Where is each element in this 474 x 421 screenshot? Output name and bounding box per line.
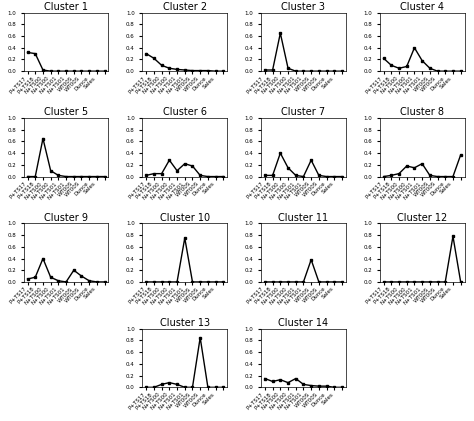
Title: Cluster 1: Cluster 1 xyxy=(44,2,88,12)
Title: Cluster 7: Cluster 7 xyxy=(282,107,326,117)
Title: Cluster 14: Cluster 14 xyxy=(278,318,328,328)
Title: Cluster 2: Cluster 2 xyxy=(163,2,207,12)
Title: Cluster 12: Cluster 12 xyxy=(397,213,447,223)
Title: Cluster 13: Cluster 13 xyxy=(160,318,210,328)
Title: Cluster 4: Cluster 4 xyxy=(400,2,444,12)
Title: Cluster 6: Cluster 6 xyxy=(163,107,207,117)
Title: Cluster 3: Cluster 3 xyxy=(282,2,326,12)
Title: Cluster 5: Cluster 5 xyxy=(44,107,88,117)
Title: Cluster 10: Cluster 10 xyxy=(160,213,210,223)
Title: Cluster 9: Cluster 9 xyxy=(44,213,88,223)
Title: Cluster 11: Cluster 11 xyxy=(278,213,328,223)
Title: Cluster 8: Cluster 8 xyxy=(400,107,444,117)
